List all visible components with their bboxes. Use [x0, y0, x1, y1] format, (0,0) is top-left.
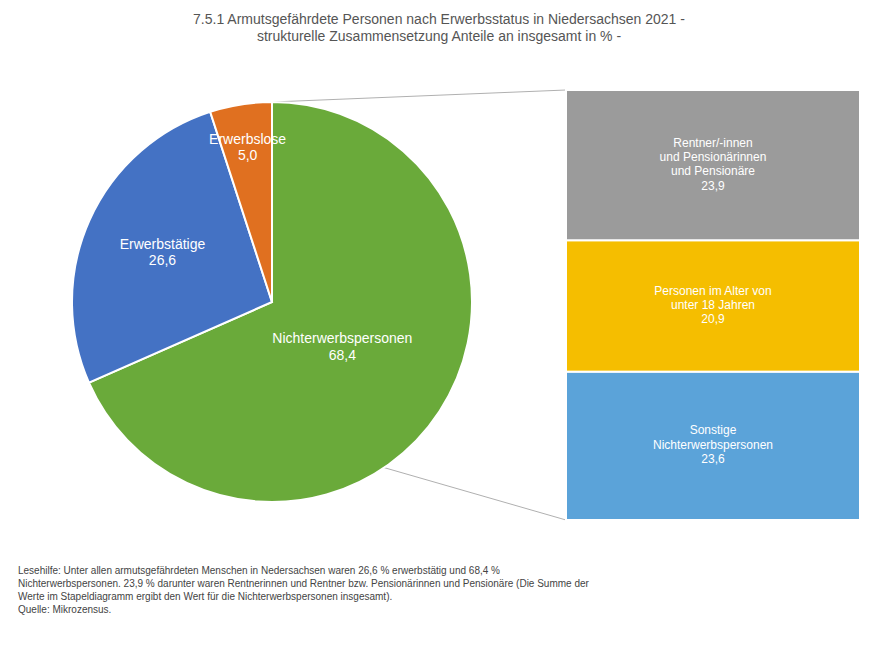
connector-line	[272, 90, 566, 102]
slice-category: Erwerbstätige	[120, 235, 206, 251]
title: 7.5.1 Armutsgefährdete Personen nach Erw…	[193, 11, 685, 44]
text-line: 7.5.1 Armutsgefährdete Personen nach Erw…	[193, 11, 685, 27]
footnote: Nichterwerbspersonen. 23,9 % darunter wa…	[18, 578, 590, 589]
slice-value: 26,6	[149, 252, 176, 268]
segment-value: 20,9	[701, 313, 725, 327]
bar-segment	[566, 240, 860, 371]
slice-label: Nichterwerbspersonen68,4	[272, 330, 412, 363]
bar-plot	[566, 90, 860, 520]
segment-name: Rentner/-innen	[673, 136, 752, 150]
slice-label: Erwerbstätige26,6	[120, 235, 206, 268]
pie-slice	[72, 112, 272, 383]
footnote: Quelle: Mikrozensus.	[18, 604, 111, 615]
segment-value: 23,6	[701, 452, 725, 466]
segment-name: Nichterwerbspersonen	[653, 438, 773, 452]
footnote: Werte im Stapeldiagramm ergibt den Wert …	[18, 591, 392, 602]
slice-value: 5,0	[238, 147, 258, 163]
segment-label: Rentner/-innenund Pensionärinnenund Pens…	[660, 136, 767, 193]
bar-segment	[566, 372, 860, 520]
segment-label: Personen im Alter vonunter 18 Jahren20,9	[654, 284, 771, 327]
footnote: Lesehilfe: Unter allen armutsgefährdeten…	[18, 565, 500, 576]
pie: Nichterwerbspersonen68,4 Erwerbstätige26,…	[72, 102, 472, 502]
slice-label: Erwerbslose5,0	[209, 130, 286, 163]
segment-name: Personen im Alter von	[654, 284, 771, 298]
segment-name: Sonstige	[690, 424, 737, 438]
chart-root: 7.5.1 Armutsgefährdete Personen nach Erw…	[0, 0, 878, 664]
bar-segment	[566, 90, 860, 240]
segment-label: SonstigeNichterwerbspersonen23,6	[653, 424, 773, 467]
segment-name: und Pensionäre	[671, 164, 755, 178]
bar-labels: SonstigeNichterwerbspersonen23,6 Personen…	[653, 136, 773, 467]
text-line: strukturelle Zusammensetzung Anteile an …	[257, 28, 622, 44]
slice-category: Erwerbslose	[209, 130, 286, 146]
slice-value: 68,4	[329, 347, 356, 363]
segment-name: und Pensionärinnen	[660, 150, 767, 164]
slice-category: Nichterwerbspersonen	[272, 330, 412, 346]
segment-name: unter 18 Jahren	[671, 298, 755, 312]
segment-value: 23,9	[701, 179, 725, 193]
